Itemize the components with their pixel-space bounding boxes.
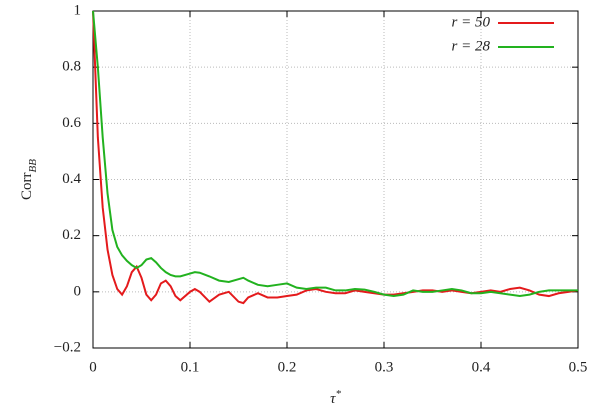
x-axis-label-text: τ bbox=[330, 391, 336, 407]
y-tick-label: 0.4 bbox=[62, 171, 81, 187]
y-axis-label-sub: BB bbox=[27, 159, 39, 173]
y-axis-label: CorrBB bbox=[19, 159, 38, 200]
x-axis-label: τ* bbox=[330, 388, 341, 408]
y-tick-label: 0.2 bbox=[62, 227, 81, 243]
y-tick-label: 0.8 bbox=[62, 59, 81, 75]
x-axis-label-sup: * bbox=[335, 388, 341, 400]
x-tick-label: 0 bbox=[89, 359, 97, 375]
y-axis-label-text: Corr bbox=[19, 172, 35, 200]
x-tick-label: 0.4 bbox=[472, 359, 491, 375]
y-tick-label: −0.2 bbox=[54, 339, 81, 355]
legend-label: r = 28 bbox=[452, 38, 491, 54]
y-tick-label: 1 bbox=[74, 2, 82, 18]
x-tick-label: 0.5 bbox=[569, 359, 588, 375]
y-tick-label: 0.6 bbox=[62, 115, 81, 131]
x-tick-label: 0.3 bbox=[375, 359, 394, 375]
x-tick-label: 0.2 bbox=[278, 359, 297, 375]
x-tick-label: 0.1 bbox=[181, 359, 200, 375]
y-tick-label: 0 bbox=[74, 283, 82, 299]
plot-frame bbox=[92, 10, 579, 349]
series-line bbox=[92, 10, 579, 305]
series-line bbox=[92, 10, 578, 298]
legend-label: r = 50 bbox=[452, 14, 491, 30]
